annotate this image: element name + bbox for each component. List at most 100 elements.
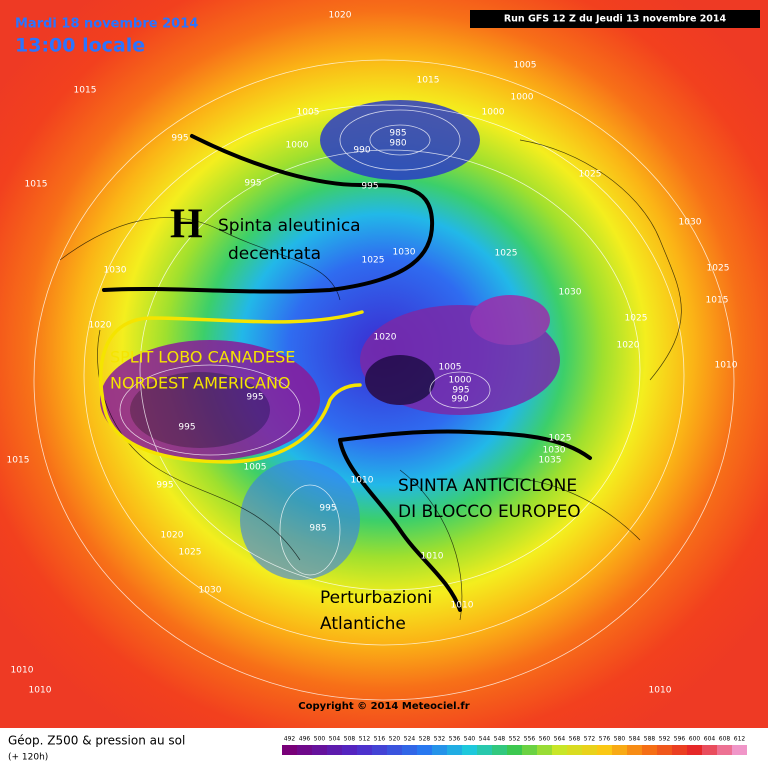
colorbar-swatch (627, 745, 642, 755)
colorbar-swatch (657, 745, 672, 755)
colorbar-swatch (672, 745, 687, 755)
colorbar-tick-label: 608 (719, 736, 731, 743)
isobar-label: 995 (178, 423, 195, 433)
isobar-label: 1030 (679, 218, 702, 228)
colorbar-tick-label: 576 (599, 736, 611, 743)
colorbar-tick-label: 560 (539, 736, 551, 743)
isobar-label: 1000 (511, 93, 534, 103)
colorbar-tick-label: 524 (404, 736, 416, 743)
copyright: Copyright © 2014 Meteociel.fr (298, 701, 469, 712)
colorbar-swatch (642, 745, 657, 755)
isobar-label: 985 (389, 129, 406, 139)
yellow-annotation-lines (99, 310, 364, 464)
isobar-label: 1030 (393, 248, 416, 258)
colorbar-tick-label: 528 (419, 736, 431, 743)
annotation: Spinta aleutinica (218, 216, 361, 236)
colorbar-swatch (327, 745, 342, 755)
isobar-label: 1020 (617, 341, 640, 351)
isobar-label: 1000 (286, 141, 309, 151)
colorbar-swatch (387, 745, 402, 755)
colorbar-swatch (567, 745, 582, 755)
isobar-label: 1025 (549, 434, 572, 444)
colorbar-tick-label: 564 (554, 736, 566, 743)
run-info: Run GFS 12 Z du Jeudi 13 novembre 2014 (504, 14, 727, 25)
footer-title: Géop. Z500 & pression au sol (8, 734, 185, 748)
footer-subtitle: (+ 120h) (8, 753, 48, 763)
isobar-label: 1015 (74, 86, 97, 96)
isobar-label: 1035 (539, 456, 562, 466)
isobar-label: 1000 (449, 376, 472, 386)
colorbar-swatch (342, 745, 357, 755)
colorbar-tick-label: 600 (689, 736, 701, 743)
isobars (33, 59, 735, 701)
colorbar-tick-label: 532 (434, 736, 446, 743)
isobar-label: 1025 (362, 256, 385, 266)
isobar-label: 995 (319, 504, 336, 514)
colorbar-tick-label: 540 (464, 736, 476, 743)
colorbar-tick-label: 516 (374, 736, 386, 743)
isobar-label: 1020 (329, 11, 352, 21)
colorbar-tick-label: 592 (659, 736, 671, 743)
colorbar-tick-label: 584 (629, 736, 641, 743)
colorbar-swatch (732, 745, 747, 755)
isobar-label: 1010 (715, 361, 738, 371)
annotation: SPINTA ANTICICLONE (398, 476, 577, 496)
colorbar-swatch (537, 745, 552, 755)
colorbar-tick-label: 544 (479, 736, 491, 743)
colorbar-swatch (447, 745, 462, 755)
colorbar-swatch (522, 745, 537, 755)
colorbar-swatch (402, 745, 417, 755)
annotation: Atlantiche (320, 614, 406, 634)
isobar-label: 1005 (439, 363, 462, 373)
coastlines (59, 139, 682, 621)
colorbar-tick-label: 552 (509, 736, 521, 743)
colorbar-tick-label: 548 (494, 736, 506, 743)
annotation: DI BLOCCO EUROPEO (398, 502, 581, 522)
isobar-label: 1030 (543, 446, 566, 456)
isobar-label: 1005 (244, 463, 267, 473)
colorbar-swatch (477, 745, 492, 755)
colorbar-swatch (552, 745, 567, 755)
run-banner (470, 10, 760, 28)
isobar-label: 1015 (7, 456, 30, 466)
isobar-label: 1005 (297, 108, 320, 118)
colorbar-tick-label: 500 (314, 736, 326, 743)
colorbar-swatch (612, 745, 627, 755)
colorbar-swatch (312, 745, 327, 755)
colorbar-tick-label: 536 (449, 736, 461, 743)
colorbar-swatch (507, 745, 522, 755)
colorbar-swatch (282, 745, 297, 755)
isobar-label: 1010 (649, 686, 672, 696)
isobar-label: 1000 (482, 108, 505, 118)
isobar-label: 1005 (514, 61, 537, 71)
isobar-label: 1010 (451, 601, 474, 611)
isobar-label: 995 (156, 481, 173, 491)
isobar-label: 1015 (417, 76, 440, 86)
annotation: decentrata (228, 244, 321, 264)
isobar-label: 990 (451, 395, 468, 405)
colorbar-swatch (582, 745, 597, 755)
colorbar-tick-label: 496 (299, 736, 311, 743)
forecast-date: Mardi 18 novembre 2014 (15, 17, 198, 32)
isobar-label: 980 (389, 139, 406, 149)
isobar-label: 1020 (89, 321, 112, 331)
isobar-label: 995 (171, 134, 188, 144)
colorbar-tick-label: 572 (584, 736, 596, 743)
forecast-time: 13:00 locale (15, 35, 145, 57)
colorbar-tick-label: 596 (674, 736, 686, 743)
isobar-label: 1025 (495, 249, 518, 259)
colorbar-swatch (702, 745, 717, 755)
isobar-label: 1025 (707, 264, 730, 274)
colorbar-tick-label: 504 (329, 736, 341, 743)
isobar-label: 1025 (625, 314, 648, 324)
isobar-label: 1030 (559, 288, 582, 298)
black-annotation-lines (102, 134, 592, 612)
colorbar-tick-label: 580 (614, 736, 626, 743)
annotation: NORDEST AMERICANO (110, 374, 291, 393)
isobar-label: 990 (353, 146, 370, 156)
colorbar-swatch (357, 745, 372, 755)
colorbar-tick-label: 612 (734, 736, 746, 743)
colorbar-tick-label: 588 (644, 736, 656, 743)
